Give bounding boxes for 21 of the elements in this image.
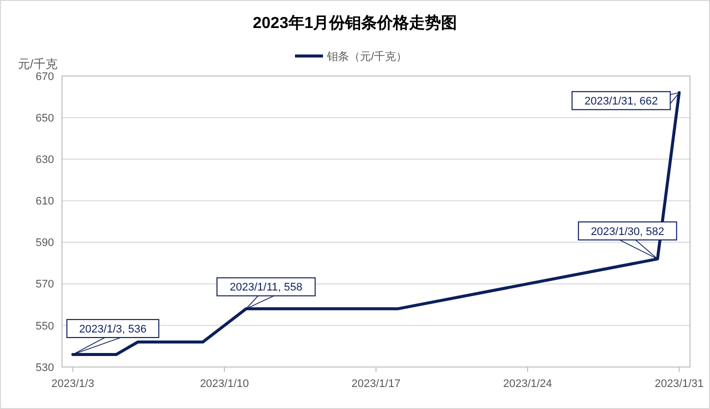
annotation: 2023/1/11, 558 (230, 282, 302, 294)
y-tick-label: 590 (36, 237, 54, 250)
x-tick-label: 2023/1/31 (654, 378, 704, 390)
y-tick-label: 630 (36, 154, 54, 166)
legend-label: 钼条（元/千克） (326, 50, 408, 63)
y-axis-title: 元/千克 (18, 57, 58, 71)
chart-title: 2023年1月份钼条价格走势图 (252, 14, 458, 32)
y-tick-label: 550 (36, 320, 54, 332)
y-tick-label: 670 (36, 70, 54, 83)
annotation: 2023/1/31, 662 (584, 95, 658, 108)
y-tick-label: 610 (36, 196, 54, 208)
x-tick-label: 2023/1/10 (200, 378, 249, 390)
line-series (71, 91, 681, 356)
annotation: 2023/1/30, 582 (590, 226, 664, 238)
y-tick-label: 530 (36, 362, 54, 374)
y-tick-label: 570 (36, 278, 54, 291)
annotation: 2023/1/3, 536 (79, 323, 146, 336)
x-tick-label: 2023/1/17 (352, 378, 400, 390)
x-tick-label: 2023/1/3 (51, 378, 94, 390)
x-tick-label: 2023/1/24 (503, 378, 552, 390)
y-tick-label: 650 (36, 112, 54, 124)
